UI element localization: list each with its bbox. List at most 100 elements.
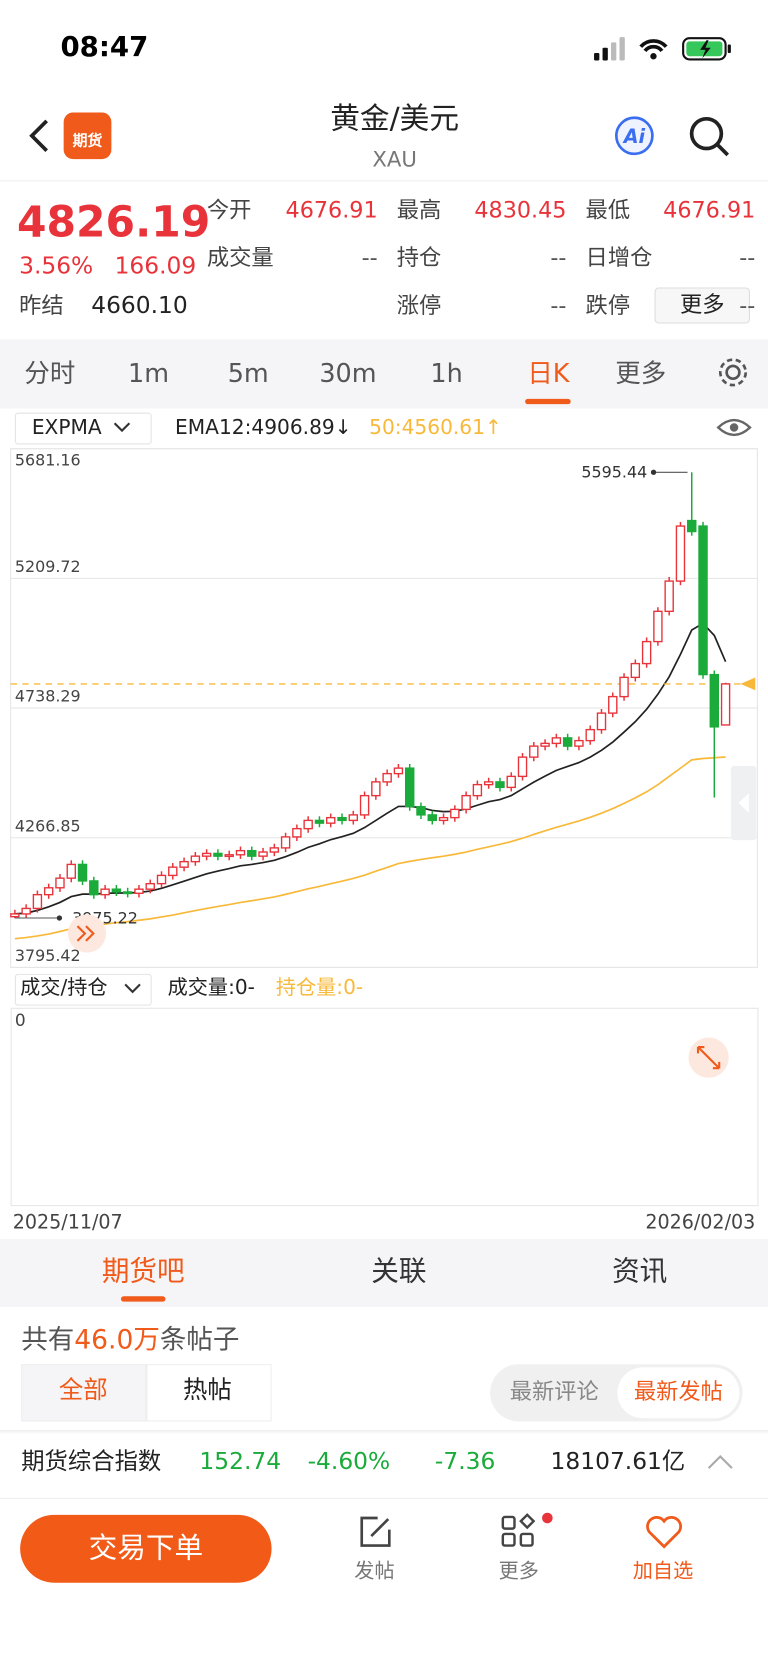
candle-body [168,866,178,877]
divider [0,180,768,182]
volume-value: 成交量:0- [167,975,255,1000]
y-tick-label: 4738.29 [15,687,81,706]
candle-body [89,880,99,896]
y-tick-label: 5209.72 [15,557,81,576]
filter-all-text[interactable]: 全部 [58,1376,108,1405]
candle-body [122,891,133,895]
count: 46.0万 [74,1323,160,1355]
community-tab[interactable]: 资讯 [612,1255,668,1288]
field-value: 4830.45 [474,197,567,223]
eye-icon[interactable] [715,414,753,442]
trade-button[interactable] [20,1514,272,1583]
prev-settle: 4660.10 [91,292,188,320]
watch-icon[interactable] [644,1513,684,1551]
candle-body [269,847,280,853]
candle-body [179,860,189,868]
indicator-name[interactable]: EXPMA [31,415,102,440]
volume-selector-text[interactable]: 成交/持仓 [20,975,108,1000]
candle-body [585,728,595,742]
nav-label[interactable]: 加自选 [632,1559,694,1583]
filter-hot[interactable] [145,1364,272,1422]
nav-label[interactable]: 发帖 [354,1559,395,1583]
expand-ticker[interactable] [706,1453,734,1472]
period-tab[interactable]: 1h [430,358,463,389]
search-button[interactable] [687,115,732,160]
sort-option[interactable]: 最新发帖 [633,1379,723,1405]
svg-text:Ai: Ai [622,125,646,148]
period-bar [0,339,768,409]
candle-body [483,781,494,786]
field-value: -- [739,245,756,271]
filter-all[interactable] [21,1364,148,1422]
field-label: 持仓 [396,245,442,271]
candle-body [100,888,110,896]
sort-option[interactable]: 最新评论 [509,1379,599,1405]
oi-value: 持仓量:0- [275,975,364,1000]
candle-body [111,888,122,893]
period-tab[interactable]: 分时 [24,358,76,389]
period-tab[interactable]: 5m [227,358,269,389]
y-tick-label: 5681.16 [15,451,81,470]
more-button[interactable] [654,287,750,324]
field-value: -- [550,292,567,319]
filter-hot-text[interactable]: 热帖 [182,1376,232,1405]
candle-body [698,525,708,676]
candle-body [562,737,573,747]
more-icon[interactable] [499,1511,558,1553]
candle-body [664,580,674,613]
period-tab[interactable]: 1m [128,358,170,389]
settings-button[interactable] [715,354,751,390]
period-tab[interactable]: 30m [319,358,377,389]
candle-body [359,794,370,816]
indicator-selector[interactable] [14,412,152,445]
candle-body [393,767,404,775]
active-underline [120,1296,166,1302]
community-tab[interactable]: 期货吧 [101,1255,185,1288]
candle-body [630,662,641,679]
ticker-pct: -4.60% [307,1449,391,1476]
candle-body [77,863,88,882]
candle-body [596,712,607,731]
candle-body [506,775,516,789]
title: 黄金/美元 [330,100,460,136]
community-tab[interactable]: 关联 [371,1255,427,1288]
ai-button[interactable]: Ai [613,115,655,157]
period-tab[interactable]: 更多 [615,358,667,389]
trade-button-text[interactable]: 交易下单 [88,1531,204,1565]
app-badge [63,112,112,160]
change-pct: 3.56% [19,253,94,281]
nav-label[interactable]: 更多 [498,1559,539,1583]
more-button-text[interactable]: 更多 [679,291,725,318]
last-price-marker [740,677,756,691]
candle-body [156,874,167,885]
y-tick-label: 4266.85 [15,816,81,835]
candle-body [32,893,43,910]
divider [0,1497,768,1499]
field-label: 成交量 [206,245,274,271]
candle-body [404,767,415,808]
shadow [0,1429,768,1435]
post-icon[interactable] [356,1513,394,1551]
back-button[interactable] [25,117,57,155]
candle-body [247,849,257,857]
ema50-line [14,756,726,940]
candle-body [461,794,471,811]
expand-button[interactable] [687,1036,729,1078]
candle-body [190,855,201,863]
ticker-name[interactable]: 期货综合指数 [21,1449,162,1476]
field-value: -- [550,245,567,271]
candle-body [619,676,629,698]
candle-body [371,781,381,797]
candle-body [280,836,291,849]
subtitle: XAU [372,146,417,172]
active-underline [525,398,571,405]
price: 4826.19 [16,198,211,248]
candle-body [213,852,223,857]
side-handle-icon [738,793,749,813]
x-end-label: 2026/02/03 [645,1210,755,1233]
candle-body [337,816,347,822]
candle-body [438,816,449,822]
volume-selector[interactable] [14,973,152,1006]
period-tab[interactable]: 日K [527,358,570,389]
